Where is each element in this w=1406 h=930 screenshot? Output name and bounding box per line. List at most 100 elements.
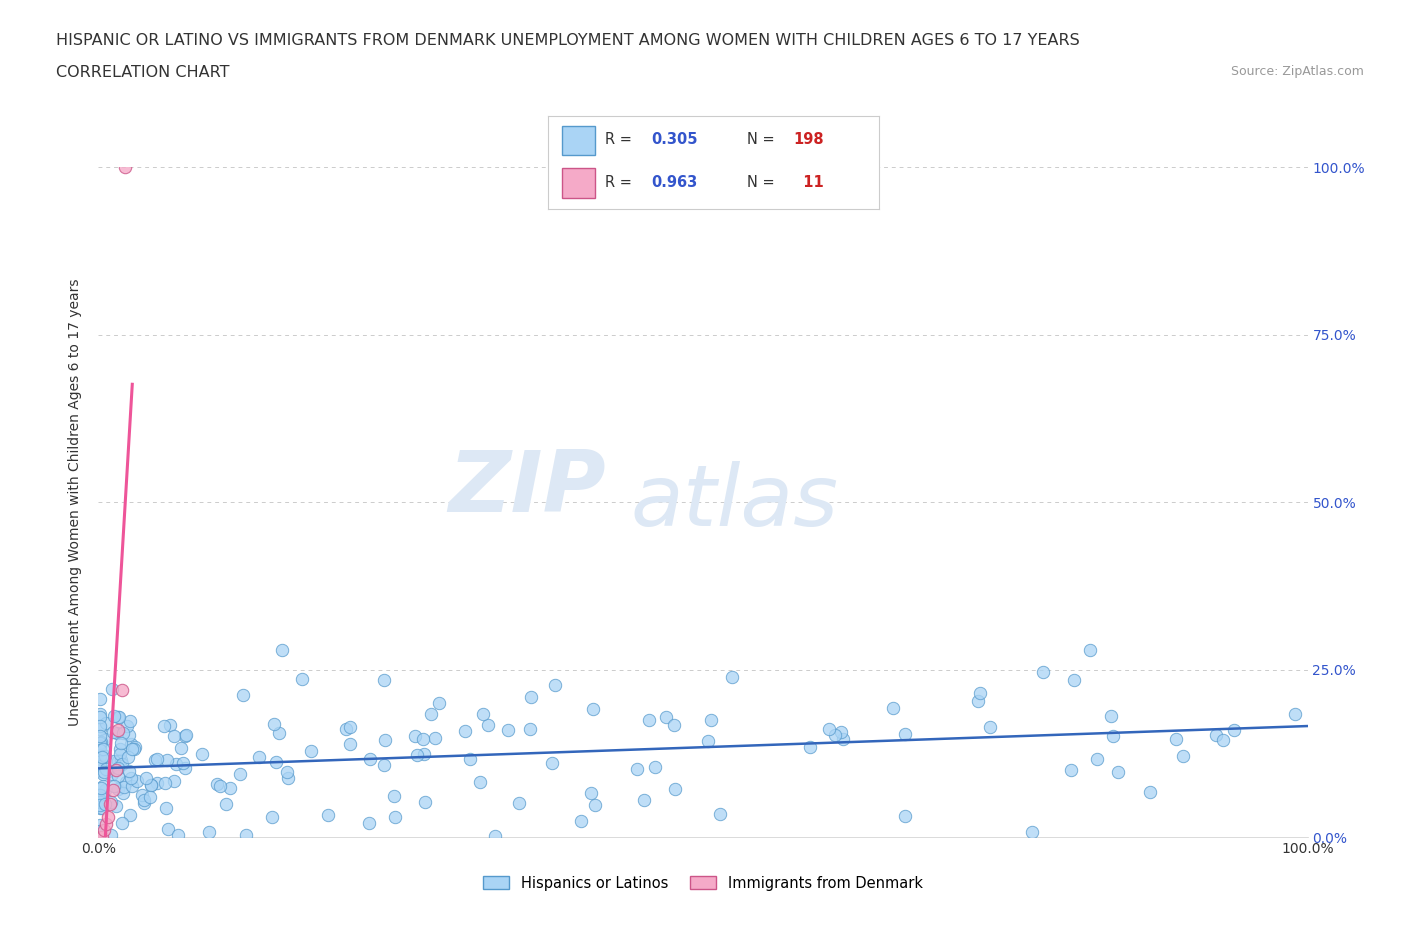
Point (134, 795, 156, 810)
Point (90, 764, 112, 778)
Point (520, 690, 543, 705)
Point (89, 788, 111, 803)
Point (339, 737, 361, 751)
Point (117, 749, 139, 764)
Point (1107, 764, 1129, 779)
Point (458, 751, 481, 766)
Point (139, 790, 162, 804)
Point (799, 739, 821, 754)
Point (103, 724, 125, 739)
Point (115, 718, 138, 733)
Point (156, 752, 179, 767)
Point (582, 701, 605, 716)
Point (263, 717, 285, 732)
Point (153, 775, 176, 790)
Point (219, 780, 242, 795)
Point (540, 755, 562, 770)
Point (96, 716, 118, 731)
Point (1085, 752, 1108, 767)
Point (404, 728, 426, 743)
Point (120, 770, 142, 785)
Point (477, 718, 499, 733)
Point (120, 737, 142, 751)
Point (89, 707, 111, 722)
Text: R =: R = (605, 175, 636, 190)
Point (1212, 733, 1234, 748)
Point (373, 673, 395, 688)
Point (89, 801, 111, 816)
Point (91, 830, 114, 844)
Point (89, 692, 111, 707)
Text: 0.305: 0.305 (651, 132, 697, 148)
Point (89, 743, 111, 758)
Point (90, 735, 112, 750)
Point (174, 727, 197, 742)
Point (894, 726, 917, 741)
Point (260, 810, 283, 825)
Point (107, 726, 129, 741)
Point (697, 734, 720, 749)
Point (146, 775, 169, 790)
Point (94, 749, 117, 764)
Point (89, 710, 111, 724)
Point (1021, 825, 1043, 840)
Text: Source: ZipAtlas.com: Source: ZipAtlas.com (1230, 65, 1364, 78)
Point (103, 753, 125, 768)
Point (89, 824, 111, 839)
Point (100, 796, 122, 811)
Point (94, 783, 117, 798)
Point (1223, 723, 1246, 737)
Point (579, 786, 602, 801)
Point (654, 710, 676, 724)
Point (162, 773, 184, 788)
Point (359, 816, 381, 830)
Point (966, 694, 988, 709)
Point (120, 713, 142, 728)
Point (316, 807, 339, 822)
Point (118, 764, 141, 778)
Point (139, 777, 162, 792)
Point (103, 709, 125, 724)
Point (97, 764, 120, 778)
Point (664, 782, 686, 797)
Point (89, 795, 111, 810)
Point (101, 766, 124, 781)
Point (93, 823, 115, 838)
Point (118, 728, 141, 743)
Point (453, 724, 475, 739)
Point (1139, 785, 1161, 800)
Point (91, 750, 114, 764)
Point (97, 809, 120, 824)
FancyBboxPatch shape (561, 126, 595, 155)
Point (969, 685, 991, 700)
Point (508, 796, 530, 811)
Point (699, 712, 721, 727)
Point (271, 643, 294, 658)
Point (115, 775, 138, 790)
Point (198, 825, 221, 840)
Point (633, 792, 655, 807)
Point (159, 718, 181, 733)
Point (89, 736, 111, 751)
Point (165, 756, 187, 771)
Point (107, 710, 129, 724)
Point (1171, 749, 1194, 764)
Point (89, 792, 111, 807)
Point (93, 764, 115, 779)
Point (662, 718, 685, 733)
Text: ZIP: ZIP (449, 447, 606, 530)
Point (205, 777, 228, 791)
Point (299, 743, 322, 758)
Point (264, 754, 287, 769)
Point (100, 828, 122, 843)
Point (108, 741, 131, 756)
Point (894, 809, 917, 824)
Point (93, 797, 115, 812)
Text: HISPANIC OR LATINO VS IMMIGRANTS FROM DENMARK UNEMPLOYMENT AMONG WOMEN WITH CHIL: HISPANIC OR LATINO VS IMMIGRANTS FROM DE… (56, 33, 1080, 47)
Point (1032, 665, 1054, 680)
Point (105, 798, 128, 813)
Point (110, 816, 132, 830)
Text: N =: N = (747, 132, 779, 148)
Point (146, 751, 169, 766)
Point (882, 700, 904, 715)
